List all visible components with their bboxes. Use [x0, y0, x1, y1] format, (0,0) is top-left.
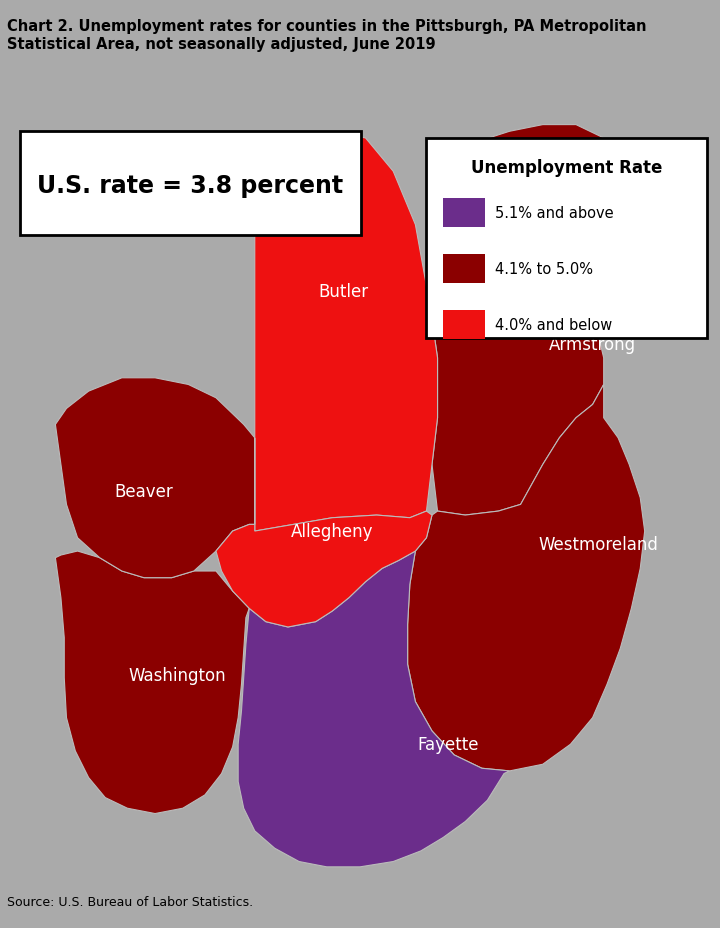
- FancyBboxPatch shape: [443, 311, 485, 340]
- Text: Chart 2. Unemployment rates for counties in the Pittsburgh, PA Metropolitan
Stat: Chart 2. Unemployment rates for counties…: [7, 19, 647, 52]
- FancyBboxPatch shape: [426, 139, 707, 339]
- Polygon shape: [216, 438, 432, 627]
- Text: 4.0% and below: 4.0% and below: [495, 317, 613, 332]
- Polygon shape: [55, 551, 249, 814]
- Text: Fayette: Fayette: [418, 736, 480, 754]
- Polygon shape: [55, 379, 255, 578]
- Text: U.S. rate = 3.8 percent: U.S. rate = 3.8 percent: [37, 174, 343, 198]
- Text: 4.1% to 5.0%: 4.1% to 5.0%: [495, 262, 593, 277]
- Text: Washington: Washington: [128, 666, 226, 684]
- FancyBboxPatch shape: [443, 254, 485, 284]
- Text: Source: U.S. Bureau of Labor Statistics.: Source: U.S. Bureau of Labor Statistics.: [7, 896, 253, 909]
- Text: Beaver: Beaver: [114, 483, 174, 500]
- Polygon shape: [255, 132, 438, 532]
- FancyBboxPatch shape: [20, 132, 361, 236]
- Text: Unemployment Rate: Unemployment Rate: [471, 159, 662, 177]
- Polygon shape: [408, 385, 644, 771]
- Polygon shape: [426, 125, 615, 515]
- Text: Armstrong: Armstrong: [549, 336, 636, 354]
- Text: Butler: Butler: [318, 283, 369, 301]
- FancyBboxPatch shape: [443, 199, 485, 228]
- Polygon shape: [238, 551, 510, 867]
- Text: Westmoreland: Westmoreland: [539, 535, 658, 554]
- Text: Allegheny: Allegheny: [291, 522, 374, 540]
- Text: 5.1% and above: 5.1% and above: [495, 206, 613, 221]
